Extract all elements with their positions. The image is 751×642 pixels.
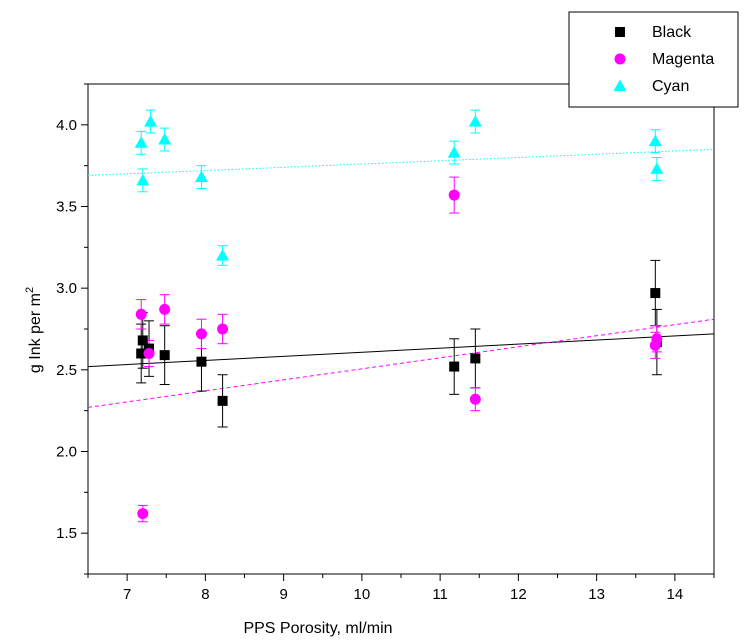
magenta-data-point [469, 393, 481, 405]
x-tick-label: 13 [588, 586, 605, 603]
legend-box [568, 11, 739, 108]
cyan-data-point [194, 170, 208, 183]
x-tick-label: 11 [432, 586, 448, 603]
magenta-data-point [651, 333, 663, 345]
x-tick-label: 14 [667, 586, 684, 603]
x-tick-label: 8 [201, 586, 209, 603]
black-trend-line [87, 333, 715, 368]
magenta-data-point [135, 308, 147, 320]
black-data-point [470, 353, 481, 364]
y-tick-label: 1.5 [56, 525, 77, 542]
plot-area [87, 83, 715, 575]
error-bars [136, 109, 662, 523]
x-tick-label: 9 [279, 586, 287, 603]
cyan-data-point [158, 133, 172, 145]
data-markers [134, 115, 664, 520]
magenta-data-point [137, 508, 149, 520]
magenta-data-point [143, 348, 155, 359]
y-axis-title-main: g Ink per m [27, 293, 44, 373]
black-data-point [136, 348, 147, 359]
trend-lines [87, 148, 715, 408]
legend-label-magenta: Magenta [652, 51, 714, 68]
y-tick-label: 2.0 [56, 444, 77, 461]
cyan-data-point [144, 115, 158, 127]
legend: Black Magenta Cyan [568, 11, 739, 108]
legend-label-cyan: Cyan [652, 78, 689, 95]
magenta-trend-line [87, 318, 715, 408]
legend-label-black: Black [652, 24, 692, 41]
magenta-legend-marker [614, 53, 626, 65]
cyan-data-point [468, 115, 482, 127]
black-data-point [650, 288, 661, 299]
black-data-point [159, 350, 170, 361]
plot-frame [87, 83, 715, 575]
y-axis: 1.5 2.0 2.5 3.0 3.5 4.0 [56, 83, 88, 575]
black-data-point [137, 335, 148, 346]
x-tick-label: 10 [354, 586, 371, 603]
cyan-trend-line [87, 148, 715, 176]
magenta-data-point [217, 323, 229, 335]
x-axis: 7 8 9 10 11 12 13 14 [87, 574, 715, 603]
magenta-data-point [159, 303, 171, 315]
x-tick-label: 7 [123, 586, 131, 603]
x-tick-label: 12 [510, 586, 527, 603]
black-legend-marker [615, 27, 625, 37]
cyan-data-point [447, 146, 461, 158]
y-tick-label: 2.5 [56, 362, 77, 379]
cyan-data-point [650, 162, 664, 174]
y-axis-title-superscript: 2 [24, 287, 36, 293]
y-tick-label: 3.5 [56, 199, 77, 216]
cyan-data-point [216, 249, 230, 261]
cyan-data-point [648, 134, 662, 147]
black-data-point [449, 361, 460, 372]
y-tick-label: 4.0 [56, 117, 77, 134]
y-tick-label: 3.0 [56, 280, 77, 297]
cyan-data-point [134, 136, 148, 148]
magenta-data-point [195, 328, 207, 340]
cyan-legend-marker [613, 79, 627, 91]
black-data-point [196, 356, 207, 367]
x-axis-title: PPS Porosity, ml/min [243, 620, 392, 637]
cyan-data-point [136, 173, 150, 186]
y-axis-title: g Ink per m2 [24, 287, 44, 373]
magenta-data-point [448, 189, 460, 201]
black-data-point [217, 395, 228, 406]
